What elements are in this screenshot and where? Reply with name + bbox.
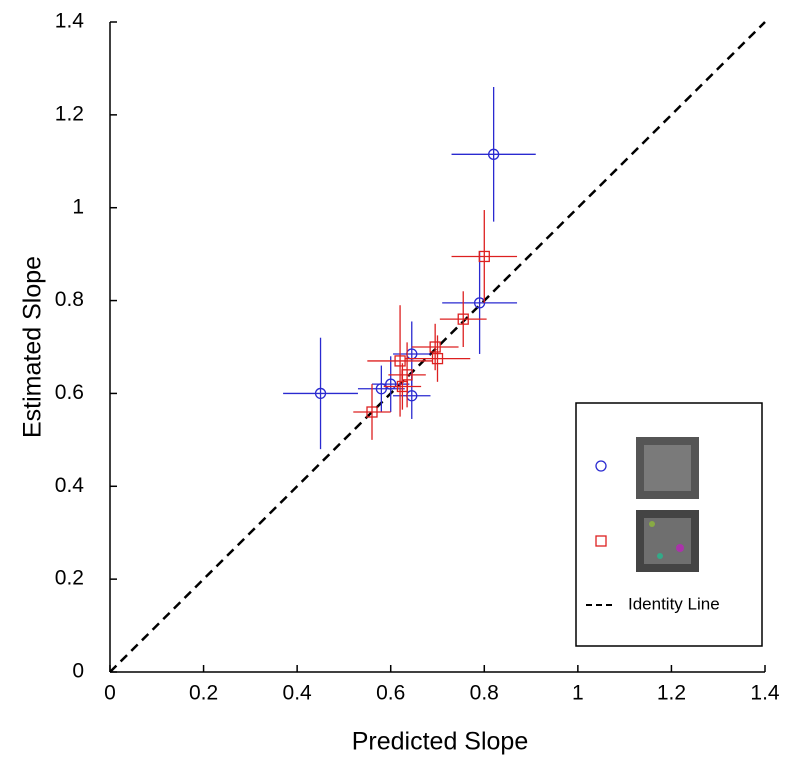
point <box>394 355 406 367</box>
y-tick-label: 0.2 <box>55 567 84 590</box>
y-tick-label: 1.4 <box>55 10 85 33</box>
y-axis-label: Estimated Slope <box>19 256 47 438</box>
legend-image-detail <box>657 553 663 559</box>
x-tick-label: 0 <box>104 682 116 705</box>
y-tick-label: 0.4 <box>55 474 85 497</box>
point <box>478 250 490 263</box>
point <box>429 341 441 353</box>
legend-label: Identity Line <box>628 594 720 613</box>
point <box>396 380 409 393</box>
x-tick-label: 0.4 <box>283 682 313 705</box>
point <box>385 378 397 390</box>
legend-image-detail <box>649 521 655 527</box>
legend-marker <box>595 460 607 472</box>
y-tick-label: 0.8 <box>55 288 84 311</box>
identity-line <box>109 21 766 673</box>
legend-image-inner <box>644 445 691 491</box>
point <box>487 148 500 160</box>
x-tick-label: 1 <box>572 682 584 705</box>
legend-marker <box>595 535 607 547</box>
point <box>431 352 444 365</box>
y-tick-label: 1.2 <box>55 102 84 125</box>
x-tick-label: 1.4 <box>750 682 780 705</box>
y-tick-label: 0.6 <box>55 381 84 404</box>
x-tick-label: 0.6 <box>376 682 405 705</box>
point <box>457 313 469 325</box>
x-tick-label: 0.8 <box>470 682 499 705</box>
legend-image-detail <box>676 544 684 552</box>
y-tick-label: 0 <box>72 660 84 683</box>
x-tick-label: 0.2 <box>189 682 218 705</box>
point <box>366 406 378 418</box>
point <box>314 387 327 400</box>
y-tick-label: 1 <box>72 195 84 218</box>
x-tick-label: 1.2 <box>657 682 686 705</box>
x-axis-label: Predicted Slope <box>352 728 529 756</box>
